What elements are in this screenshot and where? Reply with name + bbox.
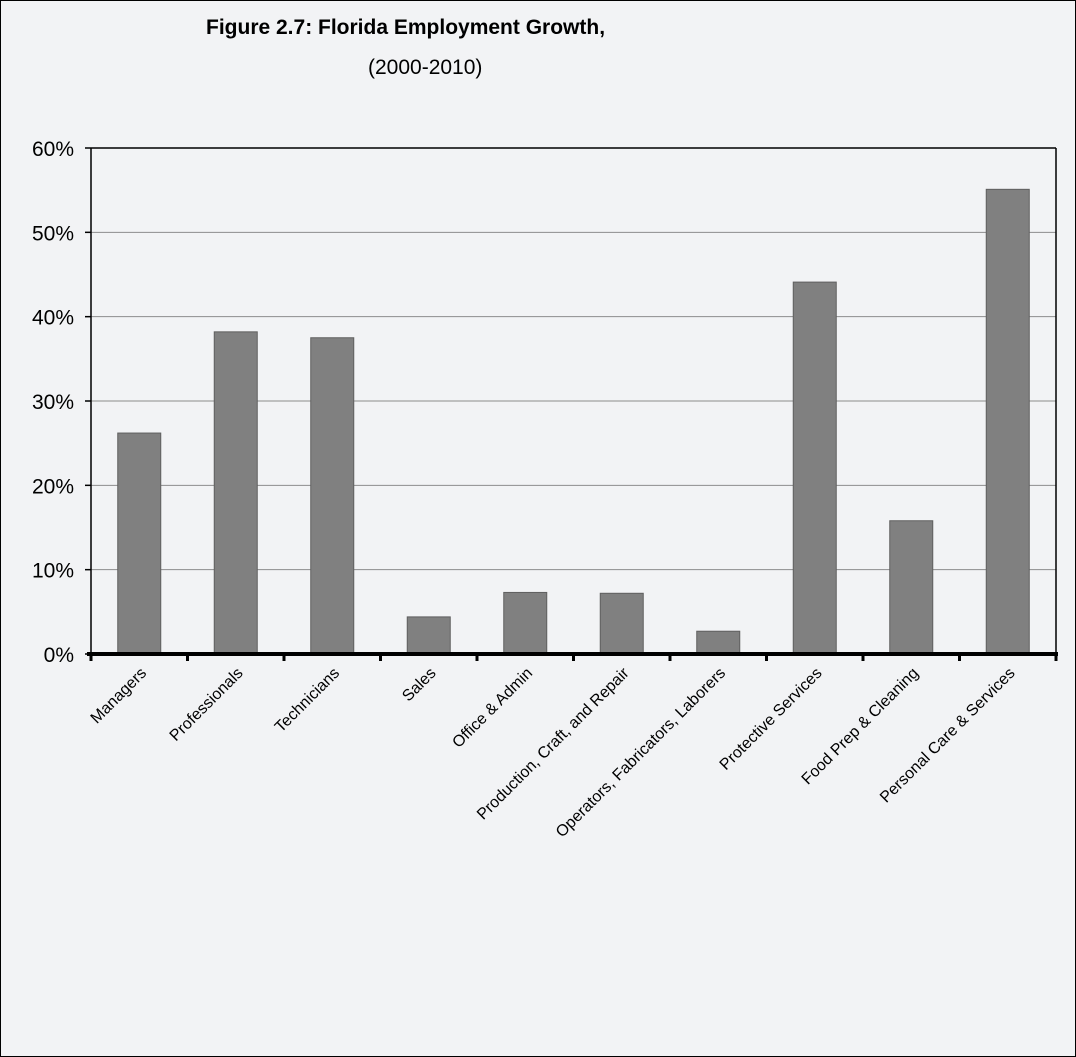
y-tick-label: 0% [44,644,74,667]
x-tick-label: Operators, Fabricators, Laborers [553,665,729,841]
chart-title: Figure 2.7: Florida Employment Growth, [206,16,606,39]
y-tick-label: 60% [32,138,74,161]
bar [503,591,548,655]
x-tick-label: Sales [399,665,439,705]
bar [985,188,1030,655]
bar [406,616,451,655]
x-tick-label: Office & Admin [449,665,536,752]
bar [213,331,258,655]
y-tick-label: 30% [32,391,74,414]
y-tick-label: 20% [32,475,74,498]
y-tick-label: 10% [32,560,74,583]
x-tick-label: Professionals [167,665,247,745]
chart-subtitle: (2000-2010) [368,56,483,79]
bar [792,281,837,655]
y-tick-label: 50% [32,222,74,245]
x-tick-label: Technicians [272,665,343,736]
x-tick-label: Managers [88,665,150,727]
bar [599,592,644,655]
bar [696,630,741,655]
bar [889,520,934,655]
bar [310,337,355,655]
bar [117,432,162,655]
y-tick-label: 40% [32,307,74,330]
x-tick-label: Protective Services [717,665,826,774]
x-tick-label: Production, Craft, and Repair [474,664,633,823]
